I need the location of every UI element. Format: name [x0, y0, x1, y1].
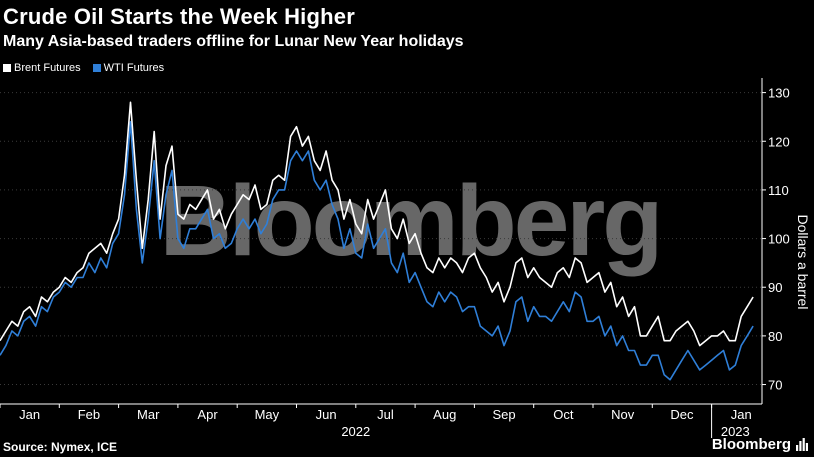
chart-title: Crude Oil Starts the Week Higher	[3, 4, 355, 29]
series-line-brent	[0, 101, 754, 347]
x-tick-label: Aug	[433, 407, 456, 422]
axes: 70 80 90 100 110 120 130 Jan Feb Mar Apr May Jun Jul A…	[0, 78, 790, 439]
chart-legend: Brent Futures WTI Futures	[3, 62, 164, 74]
chart-subtitle: Many Asia-based traders offline for Luna…	[3, 33, 464, 50]
x-tick-label: Jul	[377, 407, 394, 422]
x-tick-label: Apr	[197, 407, 218, 422]
x-tick-label: Feb	[78, 407, 100, 422]
x-tick-label: May	[255, 407, 280, 422]
y-tick-label: 70	[768, 378, 782, 393]
x-tick-label: Dec	[670, 407, 694, 422]
x-tick-label: Mar	[137, 407, 160, 422]
x-tick-label: Sep	[492, 407, 515, 422]
legend-swatch-wti	[92, 64, 101, 72]
bar-chart-icon	[796, 438, 808, 451]
grid-lines	[0, 92, 762, 386]
legend-label-brent: Brent Futures	[14, 62, 81, 74]
series-lines	[0, 101, 754, 381]
legend-item-brent: Brent Futures	[3, 62, 81, 74]
series-line-wti	[0, 121, 754, 381]
legend-swatch-brent	[3, 64, 11, 72]
x-tick-label: Oct	[553, 407, 574, 422]
y-tick-label: 80	[768, 329, 782, 344]
x-year-label: 2023	[721, 424, 750, 439]
y-axis-label: Dollars a barrel	[795, 215, 811, 310]
y-tick-label: 130	[768, 86, 790, 101]
brand-logo: Bloomberg	[712, 436, 808, 453]
legend-item-wti: WTI Futures	[92, 62, 165, 74]
y-tick-label: 120	[768, 134, 790, 149]
x-tick-label: Jan	[731, 407, 752, 422]
y-tick-label: 90	[768, 280, 782, 295]
y-tick-label: 100	[768, 232, 790, 247]
source-note: Source: Nymex, ICE	[3, 440, 118, 454]
brand-name: Bloomberg	[711, 436, 791, 453]
y-tick-label: 110	[768, 183, 789, 198]
x-tick-label: Nov	[611, 407, 635, 422]
x-tick-label: Jun	[316, 407, 337, 422]
x-tick-label: Jan	[19, 407, 40, 422]
legend-label-wti: WTI Futures	[103, 62, 165, 74]
bloomberg-watermark: Bloomberg	[160, 165, 661, 277]
x-year-label: 2022	[341, 424, 370, 439]
